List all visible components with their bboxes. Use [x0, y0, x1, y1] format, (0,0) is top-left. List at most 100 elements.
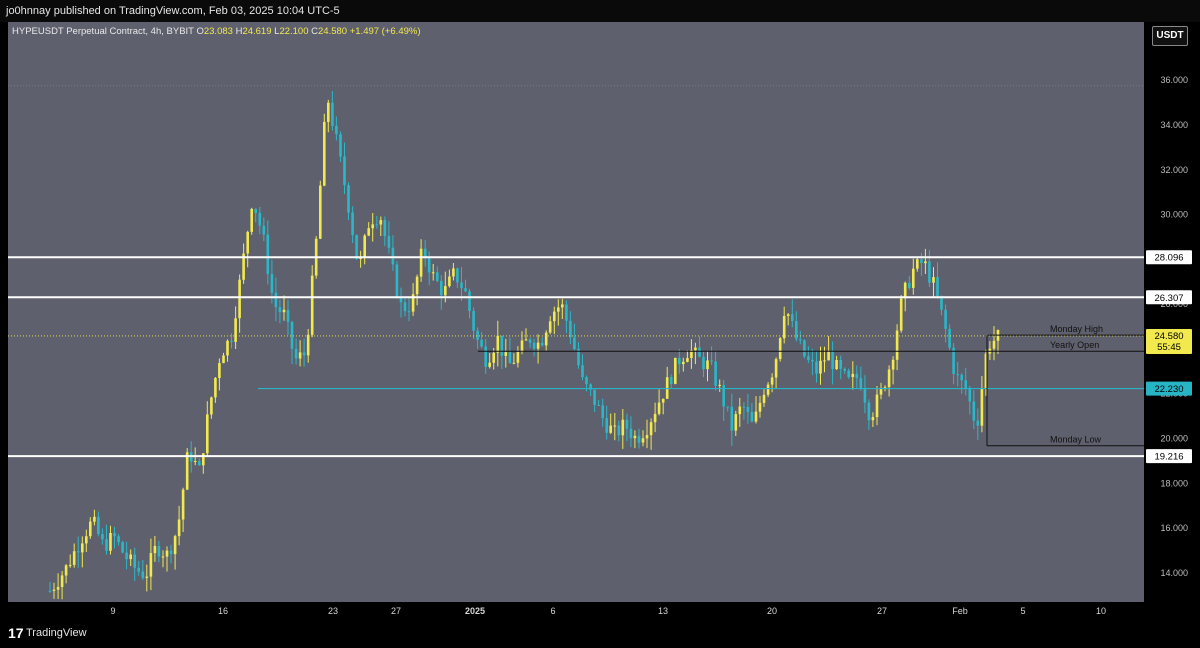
symbol-label: HYPEUSDT Perpetual Contract, 4h, BYBIT: [12, 26, 194, 37]
y-tick-label: 20.000: [1160, 434, 1188, 444]
x-tick-label: 9: [110, 606, 115, 616]
candle-body: [64, 565, 68, 576]
candle-body: [411, 294, 415, 312]
candle-body: [678, 357, 681, 365]
candle-body: [569, 320, 572, 338]
low-label: L: [274, 26, 280, 37]
candle-body: [706, 360, 709, 370]
candle-body: [468, 291, 471, 311]
candle-body: [319, 185, 322, 239]
chart-background: [8, 22, 1144, 602]
candle-body: [528, 339, 532, 343]
candle-body: [266, 234, 270, 275]
candle-body: [383, 220, 387, 237]
candle-body: [472, 311, 475, 331]
candle-body: [496, 335, 500, 353]
annotation-label: Monday High: [1050, 324, 1103, 334]
candle-body: [799, 339, 802, 341]
candle-body: [912, 268, 915, 288]
price-chart[interactable]: Monday High Yearly Open Monday Low 14.000 1…: [8, 22, 1194, 619]
symbol-legend: HYPEUSDT Perpetual Contract, 4h, BYBIT O…: [12, 26, 421, 37]
candle-body: [928, 261, 931, 283]
candle-body: [936, 277, 939, 296]
candle-body: [948, 328, 951, 348]
candle-body: [270, 274, 274, 293]
candle-body: [682, 361, 685, 365]
candle-body: [508, 352, 512, 364]
candle-body: [859, 378, 863, 389]
candle-body: [423, 248, 427, 258]
candle-body: [419, 248, 423, 277]
candle-body: [540, 342, 544, 346]
level-price-tag-label: 26.307: [1154, 293, 1183, 304]
candle-body: [839, 360, 842, 369]
candle-body: [278, 307, 282, 313]
candle-body: [524, 339, 528, 341]
last-price-tag: [1146, 328, 1192, 354]
candle-body: [532, 342, 536, 349]
x-tick-label: 16: [218, 606, 228, 616]
candle-body: [310, 275, 314, 335]
candle-body: [653, 413, 657, 423]
candle-body: [891, 359, 895, 370]
candle-body: [351, 212, 354, 235]
candle-body: [835, 360, 838, 370]
candle-body: [843, 368, 846, 371]
candle-body: [399, 296, 403, 303]
candle-body: [153, 546, 157, 554]
candle-body: [774, 359, 778, 378]
candle-body: [97, 516, 100, 534]
candle-body: [649, 422, 653, 436]
candle-body: [956, 374, 959, 376]
candle-body: [597, 404, 600, 406]
candle-body: [758, 402, 762, 412]
candle-body: [633, 435, 637, 439]
candle-body: [609, 425, 612, 433]
tradingview-logo[interactable]: 17: [8, 625, 24, 641]
level-price-tag-label: 19.216: [1154, 452, 1183, 463]
candle-body: [375, 224, 379, 226]
candle-body: [488, 362, 491, 367]
candle-body: [125, 552, 128, 560]
tradingview-brand[interactable]: TradingView: [26, 627, 87, 639]
candle-body: [254, 208, 257, 213]
high-label: H: [235, 26, 243, 37]
candle-body: [887, 369, 891, 388]
y-tick-label: 14.000: [1160, 568, 1188, 578]
candle-body: [206, 414, 209, 454]
candle-body: [875, 394, 879, 418]
level-price-tag: [1146, 449, 1192, 464]
candle-body: [222, 355, 225, 364]
candle-body: [93, 516, 96, 522]
candle-body: [456, 268, 459, 283]
candle-body: [690, 350, 693, 358]
candle-body: [387, 236, 391, 248]
candle-body: [718, 384, 721, 386]
countdown-label: 55:45: [1157, 342, 1181, 353]
candle-body: [770, 377, 774, 385]
candle-body: [185, 452, 189, 490]
currency-button[interactable]: USDT: [1152, 26, 1188, 46]
candle-body: [831, 351, 834, 370]
candle-body: [282, 309, 286, 313]
candle-body: [593, 389, 596, 405]
chart-frame[interactable]: Monday High Yearly Open Monday Low 14.000 1…: [8, 22, 1194, 619]
candle-body: [968, 388, 972, 402]
price-axis[interactable]: [1144, 22, 1194, 602]
candle-body: [601, 405, 604, 419]
candle-body: [347, 185, 350, 213]
publish-bar: jo0hnnay published on TradingView.com, F…: [0, 0, 1200, 22]
candle-body: [952, 347, 955, 374]
candle-body: [431, 272, 435, 274]
candle-body: [980, 388, 984, 426]
low-value: 22.100: [279, 26, 309, 37]
candle-body: [242, 253, 245, 280]
annotation-label: Monday Low: [1050, 435, 1102, 445]
candle-body: [944, 309, 947, 329]
candle-body: [157, 546, 161, 557]
time-axis[interactable]: [8, 602, 1194, 619]
level-price-tag: [1146, 381, 1192, 396]
candle-body: [113, 533, 116, 537]
candle-body: [173, 536, 177, 555]
candle-body: [89, 521, 92, 537]
